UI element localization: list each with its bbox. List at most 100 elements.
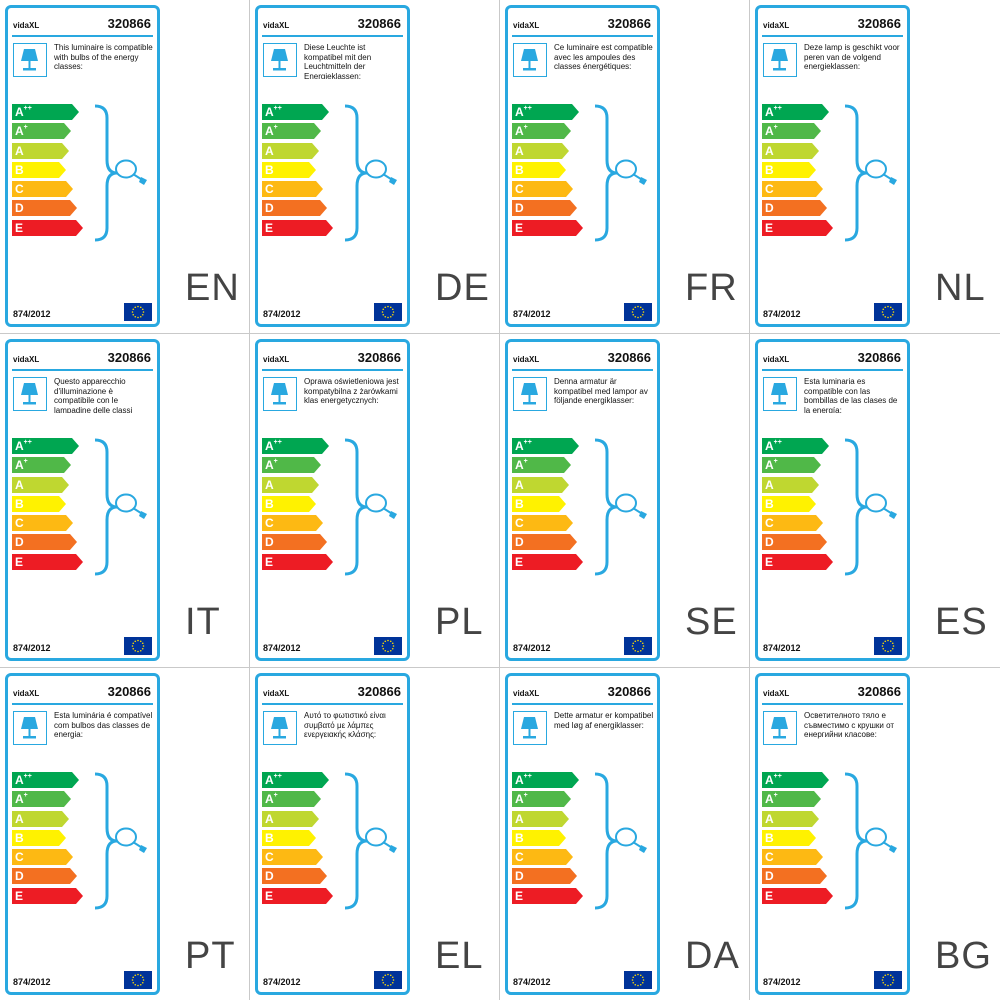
product-code: 320866: [857, 350, 901, 365]
energy-class-d: D: [12, 200, 82, 217]
compatibility-text: Denna armatur är kompatibel med lampor a…: [554, 377, 648, 406]
bulb-icon: [114, 826, 150, 854]
energy-label-card: vidaXL 320866 Denna armatur är kompatibel …: [505, 339, 660, 661]
language-code: PT: [185, 935, 236, 977]
label-panel-nl: vidaXL 320866 Deze lamp is geschikt voor p…: [750, 0, 1000, 333]
energy-class-e: E: [762, 887, 833, 904]
energy-class-e: E: [512, 887, 583, 904]
language-code: SE: [685, 601, 738, 643]
eu-flag-icon: [624, 971, 652, 989]
energy-class-a-plus: A+: [12, 791, 82, 808]
energy-class-a: A: [762, 142, 832, 159]
energy-class-b: B: [262, 161, 332, 178]
label-panel-el: vidaXL 320866 Αυτό το φωτιστικό είναι συμβ…: [250, 668, 500, 1001]
bulb-icon: [614, 158, 650, 186]
table-lamp-icon: [13, 711, 47, 745]
table-lamp-icon: [263, 377, 297, 411]
bulb-icon: [364, 492, 400, 520]
energy-class-a-plus-plus: A++: [12, 104, 82, 120]
header-divider: [12, 369, 153, 371]
compatibility-text: Diese Leuchte ist kompatibel mit den Leu…: [304, 43, 372, 79]
energy-class-a-plus-plus: A++: [262, 772, 332, 788]
energy-class-a-plus: A+: [512, 457, 582, 474]
energy-class-a-plus-plus: A++: [762, 104, 832, 120]
brand-name: vidaXL: [263, 21, 290, 30]
energy-class-a: A: [512, 810, 582, 827]
compatibility-text: Ce luminaire est compatible avec les amp…: [554, 43, 653, 72]
energy-class-e: E: [762, 553, 833, 570]
label-panel-it: vidaXL 320866 Questo apparecchio d'illumin…: [0, 334, 250, 667]
label-panel-pt: vidaXL 320866 Esta luminária é compatível …: [0, 668, 250, 1001]
label-panel-da: vidaXL 320866 Dette armatur er kompatibel …: [500, 668, 750, 1001]
energy-class-d: D: [762, 200, 832, 217]
header-divider: [12, 35, 153, 37]
bulb-icon: [364, 826, 400, 854]
energy-label-card: vidaXL 320866 Esta luminaria es compatible…: [755, 339, 910, 661]
bulb-icon: [114, 492, 150, 520]
energy-class-b: B: [12, 829, 82, 846]
energy-class-d: D: [512, 534, 582, 551]
table-lamp-icon: [13, 43, 47, 77]
header-divider: [762, 35, 903, 37]
label-panel-se: vidaXL 320866 Denna armatur är kompatibel …: [500, 334, 750, 667]
product-code: 320866: [607, 684, 651, 699]
regulation-number: 874/2012: [263, 977, 301, 987]
bulb-icon: [614, 826, 650, 854]
energy-class-c: C: [12, 849, 82, 866]
energy-class-d: D: [262, 200, 332, 217]
energy-label-card: vidaXL 320866 Questo apparecchio d'illumin…: [5, 339, 160, 661]
regulation-number: 874/2012: [13, 309, 51, 319]
language-code: DA: [685, 935, 740, 977]
energy-class-a: A: [12, 142, 82, 159]
table-lamp-icon: [513, 43, 547, 77]
regulation-number: 874/2012: [13, 977, 51, 987]
energy-label-card: vidaXL 320866 This luminaire is compatible…: [5, 5, 160, 327]
energy-class-e: E: [262, 553, 333, 570]
energy-class-b: B: [512, 495, 582, 512]
language-code: FR: [685, 267, 738, 309]
energy-class-a-plus-plus: A++: [12, 438, 82, 454]
language-code: PL: [435, 601, 484, 643]
energy-class-b: B: [762, 829, 832, 846]
energy-class-d: D: [12, 868, 82, 885]
energy-class-a-plus: A+: [262, 457, 332, 474]
product-code: 320866: [357, 350, 401, 365]
header-divider: [262, 703, 403, 705]
energy-class-c: C: [262, 515, 332, 532]
energy-class-c: C: [262, 849, 332, 866]
energy-class-a: A: [262, 142, 332, 159]
energy-class-a-plus: A+: [262, 791, 332, 808]
compatibility-text: Αυτό το φωτιστικό είναι συμβατό με λάμπε…: [304, 711, 386, 740]
grid-divider-vertical: [749, 0, 750, 1000]
energy-class-scale: A++ A+ A B C D E: [262, 438, 333, 573]
energy-class-c: C: [262, 181, 332, 198]
energy-class-d: D: [262, 534, 332, 551]
energy-class-e: E: [12, 219, 83, 236]
regulation-number: 874/2012: [763, 643, 801, 653]
grid-divider-horizontal: [0, 667, 1000, 668]
energy-class-a: A: [762, 476, 832, 493]
header-divider: [512, 35, 653, 37]
energy-class-b: B: [512, 161, 582, 178]
energy-class-e: E: [512, 219, 583, 236]
energy-class-a-plus: A+: [512, 123, 582, 140]
product-code: 320866: [107, 350, 151, 365]
energy-label-card: vidaXL 320866 Deze lamp is geschikt voor p…: [755, 5, 910, 327]
product-code: 320866: [857, 16, 901, 31]
energy-class-c: C: [762, 849, 832, 866]
label-panel-en: vidaXL 320866 This luminaire is compatible…: [0, 0, 250, 333]
grid-divider-vertical: [499, 0, 500, 1000]
energy-class-d: D: [512, 200, 582, 217]
eu-flag-icon: [624, 637, 652, 655]
compatibility-text: Esta luminária é compatível com bulbos d…: [54, 711, 153, 740]
energy-class-c: C: [12, 181, 82, 198]
product-code: 320866: [357, 684, 401, 699]
table-lamp-icon: [263, 711, 297, 745]
product-code: 320866: [107, 16, 151, 31]
energy-class-e: E: [12, 887, 83, 904]
energy-label-card: vidaXL 320866 Осветителното тяло е съвмест…: [755, 673, 910, 995]
energy-class-a: A: [262, 810, 332, 827]
brand-name: vidaXL: [13, 689, 40, 698]
energy-class-a-plus: A+: [262, 123, 332, 140]
